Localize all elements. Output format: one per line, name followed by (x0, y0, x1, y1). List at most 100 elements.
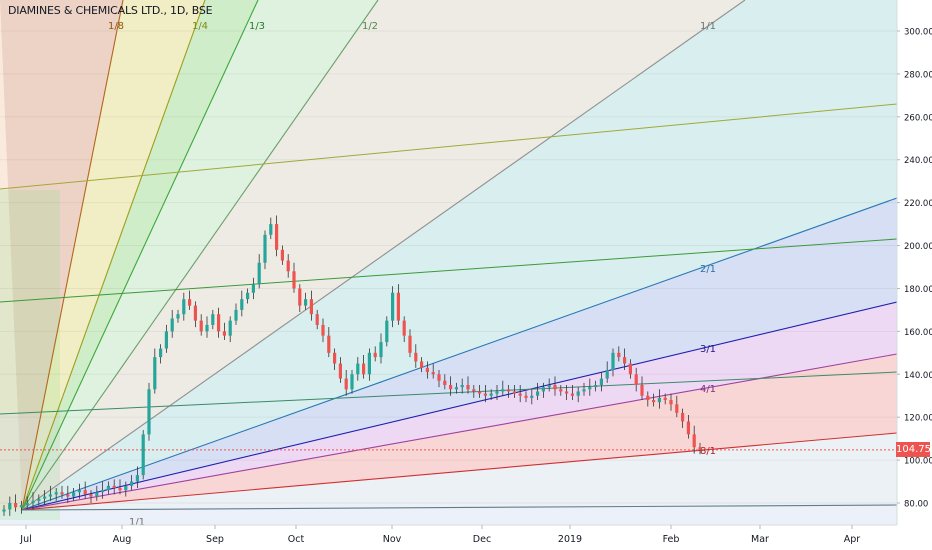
candle (657, 397, 661, 403)
fan-line (21, 0, 259, 511)
candle (483, 393, 487, 396)
candle (280, 249, 284, 261)
x-tick-label: Oct (288, 534, 305, 545)
candle (541, 387, 545, 392)
candle (188, 299, 192, 306)
chart-title: DIAMINES & CHEMICALS LTD., 1D, BSE (8, 4, 213, 17)
y-tick-label: 140.00 (904, 371, 932, 381)
fan-label: 2/1 (700, 264, 716, 275)
candle (454, 387, 458, 390)
candle (37, 498, 41, 501)
candle (257, 262, 261, 285)
candle (48, 494, 52, 497)
candle (193, 305, 197, 321)
candle (66, 494, 70, 497)
candle (106, 485, 110, 491)
candle (414, 352, 418, 362)
candle (396, 292, 400, 321)
fan-zone (22, 0, 897, 510)
candle (367, 352, 371, 375)
candle (176, 314, 180, 319)
candle (536, 391, 540, 396)
candle (327, 335, 331, 353)
x-tick-label: Dec (473, 534, 491, 545)
candle (275, 224, 279, 250)
candle (292, 271, 296, 289)
candle (159, 348, 163, 358)
candle (83, 490, 87, 495)
candle (333, 352, 337, 364)
candle (170, 318, 174, 332)
candle (686, 421, 690, 435)
candle (605, 369, 609, 379)
candle (640, 385, 644, 396)
candle (547, 385, 551, 388)
x-tick-label: Mar (751, 534, 769, 545)
candle (8, 503, 12, 510)
candle (101, 490, 105, 493)
x-tick-label: Feb (663, 534, 680, 545)
y-tick-label: 300.00 (904, 28, 932, 38)
candle (205, 324, 209, 332)
fan-label: 4/1 (700, 384, 716, 395)
fan-line (21, 0, 746, 511)
candle (2, 509, 6, 512)
candle (89, 494, 93, 497)
fan-line (21, 0, 379, 511)
candle (576, 391, 580, 396)
candle (54, 492, 58, 495)
candle (222, 331, 226, 336)
y-tick-label: 80.00 (904, 500, 928, 510)
candle (19, 505, 23, 508)
angle-line (0, 238, 897, 303)
candle (356, 363, 360, 375)
candle (617, 352, 621, 358)
candle (553, 385, 557, 390)
y-tick-label: 280.00 (904, 70, 932, 80)
candle (112, 485, 116, 488)
candle (211, 314, 215, 325)
y-tick-label: 160.00 (904, 328, 932, 338)
y-tick-label: 220.00 (904, 199, 932, 209)
candle (124, 485, 128, 491)
fan-label: 1/8 (108, 21, 124, 32)
candle (437, 374, 441, 381)
candle (495, 391, 499, 394)
y-tick-label: 260.00 (904, 113, 932, 123)
x-tick-label: Nov (383, 534, 402, 545)
fan-zone (0, 0, 22, 510)
last-price-tag: 104.75 (896, 442, 931, 458)
x-tick-label: Sep (206, 534, 224, 545)
fan-label: 1/4 (192, 21, 208, 32)
fan-line (21, 0, 206, 511)
candle (153, 357, 157, 390)
candle (315, 314, 319, 325)
fan-line (21, 301, 897, 511)
fan-label: 1/2 (362, 21, 378, 32)
candle (14, 503, 18, 508)
candle (269, 224, 273, 235)
candle (431, 372, 435, 375)
fan-line (21, 0, 124, 511)
candle (669, 400, 673, 405)
fan-zone (0, 505, 897, 525)
candle (518, 393, 522, 396)
y-tick-label: 100.00 (904, 457, 932, 467)
candle (391, 292, 395, 321)
candle (692, 434, 696, 448)
candle (472, 389, 476, 392)
x-tick-label: Jul (19, 534, 31, 545)
fan-label: 3/1 (700, 344, 716, 355)
candle (698, 447, 702, 450)
x-tick-label: 2019 (558, 534, 582, 545)
candle (565, 391, 569, 394)
x-axis-panel (0, 525, 932, 550)
candle (234, 309, 238, 321)
x-tick-label: Apr (844, 534, 861, 545)
candle (309, 299, 313, 315)
fan-line (21, 432, 897, 511)
candle (681, 412, 685, 422)
fan-label: 1/1 (700, 21, 716, 32)
